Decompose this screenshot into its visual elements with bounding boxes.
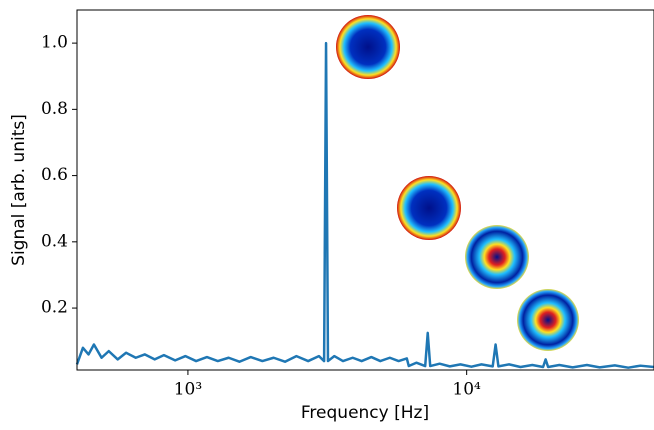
mode-images [336,15,579,351]
x-tick-label: 10⁴ [452,380,481,400]
y-axis-label: Signal [arb. units] [9,114,29,266]
plot-frame [76,9,654,371]
x-tick-label: 10³ [174,380,202,400]
y-tick-label: 1.0 [41,33,68,53]
mode-image [517,289,579,351]
mode-image [336,15,400,79]
y-tick-label: 0.6 [41,165,68,185]
signal-line [75,41,654,369]
y-tick-label: 0.8 [41,99,68,119]
y-tick-label: 0.2 [41,298,68,318]
mode-image [397,176,461,240]
mode-image [465,225,529,289]
y-tick-label: 0.4 [41,231,68,251]
x-axis-label: Frequency [Hz] [301,403,429,423]
